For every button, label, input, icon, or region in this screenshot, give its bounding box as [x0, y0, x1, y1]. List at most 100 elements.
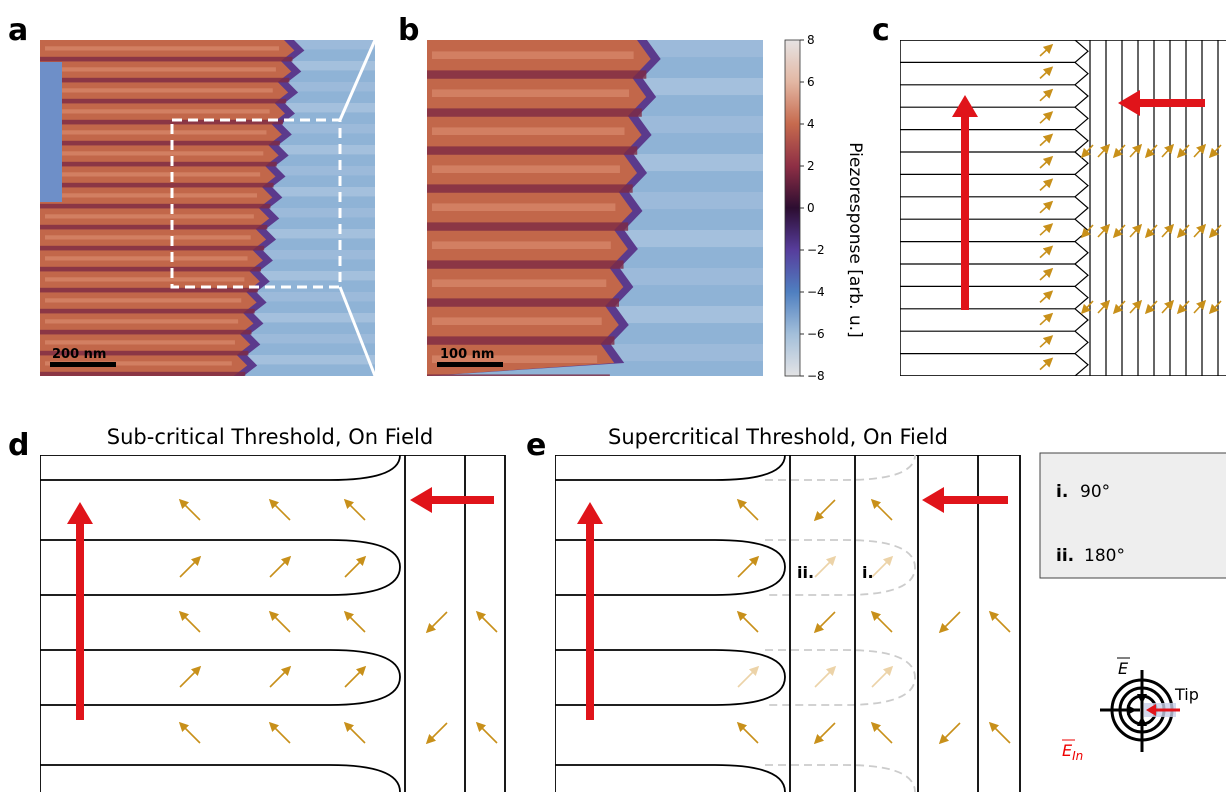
- polarization-arrow: [1039, 357, 1054, 371]
- domain-wall: [40, 77, 290, 83]
- polarization-arrow: [269, 665, 292, 688]
- polarization-arrow: [1193, 223, 1207, 238]
- colorbar: Piezoresponse [arb. u.] 8 6 4 2 0 −2 −4 −6 −8: [784, 33, 865, 383]
- field-label: E: [1118, 659, 1129, 678]
- domain-wall: [427, 260, 624, 269]
- scalebar: [50, 362, 116, 367]
- domain-wall: [40, 203, 271, 209]
- frame: [900, 40, 1226, 376]
- domain-wall: [40, 119, 284, 125]
- scalebar-label: 200 nm: [52, 347, 106, 362]
- legend-marker: ii.: [1056, 546, 1074, 566]
- domain-wall: [40, 539, 401, 596]
- polarization-arrow: [988, 610, 1011, 633]
- frame: [555, 455, 1021, 792]
- polarization-arrow: [1208, 144, 1222, 159]
- field-arrow-head: [410, 487, 432, 513]
- domain-wall: [427, 374, 610, 376]
- polarization-arrow: [268, 498, 291, 521]
- arrow-head: [1127, 705, 1137, 715]
- polarization-arrow: [179, 665, 202, 688]
- domain-wall: [1074, 285, 1089, 310]
- domain-wall: [40, 245, 265, 251]
- polarization-arrow: [1039, 66, 1054, 79]
- polarization-arrow: [1039, 312, 1054, 326]
- stripe: [432, 203, 616, 211]
- polarization-arrow: [1161, 299, 1175, 314]
- zoom-box: [170, 118, 342, 289]
- stripe: [45, 340, 235, 345]
- former-domain-wall: [765, 455, 916, 481]
- polarization-arrow: [1039, 133, 1054, 147]
- scalebar-label: 100 nm: [440, 347, 494, 362]
- colorbar-gradient: [784, 39, 801, 377]
- polarization-arrow: [1080, 224, 1094, 239]
- polarization-arrow: [1039, 200, 1054, 214]
- polarization-arrow: [1112, 144, 1126, 159]
- polarization-arrow: [736, 721, 759, 744]
- domain-wall: [40, 224, 268, 230]
- panel-c: [900, 40, 1226, 376]
- stripe: [45, 109, 270, 114]
- polarization-arrow: [1129, 299, 1143, 314]
- colorbar-tick-label: 4: [807, 117, 815, 131]
- domain-wall: [1074, 84, 1089, 108]
- polarization-arrow: [814, 555, 837, 578]
- polarization-arrow: [1208, 224, 1222, 239]
- polarization-arrow: [1039, 111, 1054, 124]
- field-arrow-head: [67, 502, 93, 524]
- domain-wall: [427, 336, 615, 345]
- arrow-head: [1137, 716, 1147, 726]
- former-domain-wall: [765, 764, 916, 792]
- polarization-arrow: [1144, 300, 1158, 315]
- polarization-arrow: [1039, 178, 1054, 191]
- domain-wall: [1074, 61, 1089, 86]
- domain-label: ii.: [797, 563, 814, 582]
- legend: i. 90° ii. 180°: [1039, 452, 1226, 579]
- polarization-arrow: [1039, 290, 1054, 303]
- domain-wall: [1074, 218, 1089, 243]
- domain-wall: [555, 539, 786, 596]
- stripe: [45, 277, 245, 282]
- domain-wall: [1074, 353, 1089, 376]
- polarization-arrow: [737, 555, 760, 578]
- domain-wall: [427, 184, 633, 193]
- polarization-arrow: [343, 498, 366, 521]
- polarization-arrow: [870, 498, 893, 521]
- stripe: [45, 67, 276, 72]
- polarization-arrow: [1144, 144, 1158, 159]
- polarization-arrow: [1039, 223, 1054, 236]
- polarization-arrow: [1176, 300, 1190, 315]
- domain-wall: [40, 98, 287, 104]
- domain-wall: [555, 455, 786, 481]
- domain-wall: [40, 455, 401, 481]
- stripe: [432, 317, 602, 325]
- panel-label: b: [398, 13, 419, 48]
- polarization-arrow: [736, 498, 759, 521]
- colorbar-tick-label: −8: [807, 369, 825, 383]
- polarization-arrow: [736, 610, 759, 633]
- domain-wall: [40, 329, 252, 335]
- tip-label: Tip: [1174, 685, 1199, 704]
- polarization-arrow: [475, 610, 498, 633]
- colorbar-label: Piezoresponse [arb. u.]: [845, 142, 865, 337]
- panel-d: [40, 455, 506, 792]
- domain-wall: [427, 298, 619, 307]
- field-arrow-head: [922, 487, 944, 513]
- field-symbol: E: [1062, 741, 1073, 760]
- field-subscript: In: [1072, 749, 1083, 763]
- polarization-arrow: [179, 555, 202, 578]
- stripe: [432, 89, 630, 97]
- polarization-arrow: [871, 665, 894, 688]
- domain-wall: [427, 70, 647, 79]
- colorbar-tick-label: −2: [807, 243, 825, 257]
- stripe: [45, 361, 232, 366]
- stripe: [45, 256, 248, 261]
- domain-wall: [40, 649, 401, 706]
- polarization-arrow: [178, 610, 201, 633]
- pfm-image: [40, 40, 375, 376]
- domain-wall: [40, 182, 274, 188]
- legend-angle: 90°: [1080, 482, 1110, 502]
- legend-marker: i.: [1056, 482, 1068, 502]
- polarization-arrow: [268, 610, 291, 633]
